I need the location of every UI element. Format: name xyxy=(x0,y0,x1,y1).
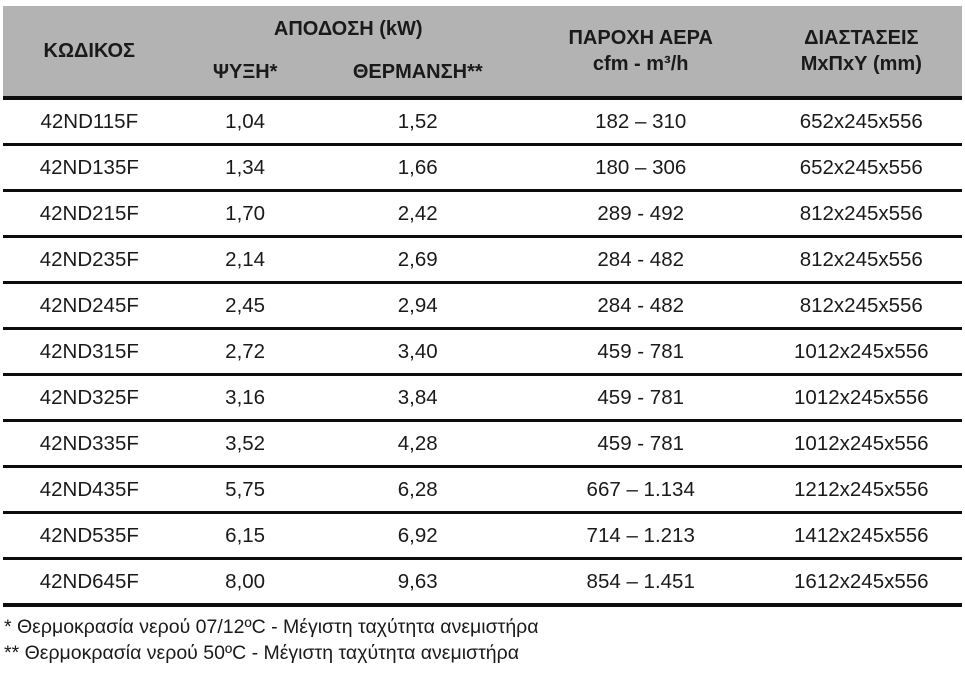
cell-heating: 2,42 xyxy=(314,190,521,238)
table-row: 42ND245F 2,45 2,94 284 - 482 812x245x556 xyxy=(3,282,962,330)
header-dimensions: ΔΙΑΣΤΑΣΕΙΣ ΜxΠxΥ (mm) xyxy=(760,6,962,98)
cell-code: 42ND435F xyxy=(3,466,176,514)
cell-heating: 2,94 xyxy=(314,282,521,330)
cell-airflow: 714 – 1.213 xyxy=(520,512,761,560)
footnotes: * Θερμοκρασία νερού 07/12ºC - Μέγιστη τα… xyxy=(3,614,962,667)
cell-airflow: 459 - 781 xyxy=(520,328,761,376)
cell-cooling: 3,16 xyxy=(175,374,315,422)
cell-cooling: 6,15 xyxy=(175,512,315,560)
header-airflow-line1: ΠΑΡΟΧΗ ΑΕΡΑ xyxy=(568,27,713,49)
header-cooling: ΨΥΞΗ* xyxy=(175,52,315,98)
cell-cooling: 1,34 xyxy=(175,144,315,192)
cell-airflow: 667 – 1.134 xyxy=(520,466,761,514)
cell-heating: 9,63 xyxy=(314,558,521,607)
header-airflow-line2: cfm - m³/h xyxy=(592,53,689,75)
cell-airflow: 289 - 492 xyxy=(520,190,761,238)
cell-airflow: 284 - 482 xyxy=(520,236,761,284)
cell-dimensions: 652x245x556 xyxy=(760,98,962,146)
cell-code: 42ND315F xyxy=(3,328,176,376)
table-row: 42ND645F 8,00 9,63 854 – 1.451 1612x245x… xyxy=(3,558,962,607)
table-row: 42ND435F 5,75 6,28 667 – 1.134 1212x245x… xyxy=(3,466,962,514)
cell-heating: 1,66 xyxy=(314,144,521,192)
table-row: 42ND335F 3,52 4,28 459 - 781 1012x245x55… xyxy=(3,420,962,468)
table-row: 42ND235F 2,14 2,69 284 - 482 812x245x556 xyxy=(3,236,962,284)
cell-airflow: 180 – 306 xyxy=(520,144,761,192)
cell-code: 42ND535F xyxy=(3,512,176,560)
cell-airflow: 284 - 482 xyxy=(520,282,761,330)
cell-airflow: 459 - 781 xyxy=(520,374,761,422)
cell-dimensions: 812x245x556 xyxy=(760,236,962,284)
table-row: 42ND325F 3,16 3,84 459 - 781 1012x245x55… xyxy=(3,374,962,422)
table-row: 42ND215F 1,70 2,42 289 - 492 812x245x556 xyxy=(3,190,962,238)
cell-airflow: 182 – 310 xyxy=(520,98,761,146)
cell-code: 42ND215F xyxy=(3,190,176,238)
cell-code: 42ND245F xyxy=(3,282,176,330)
table-row: 42ND135F 1,34 1,66 180 – 306 652x245x556 xyxy=(3,144,962,192)
cell-dimensions: 1012x245x556 xyxy=(760,420,962,468)
header-dimensions-line2: ΜxΠxΥ (mm) xyxy=(800,53,922,75)
cell-cooling: 2,72 xyxy=(175,328,315,376)
cell-dimensions: 1412x245x556 xyxy=(760,512,962,560)
cell-dimensions: 652x245x556 xyxy=(760,144,962,192)
header-code: ΚΩΔΙΚΟΣ xyxy=(3,6,176,98)
cell-cooling: 1,70 xyxy=(175,190,315,238)
cell-dimensions: 812x245x556 xyxy=(760,190,962,238)
cell-heating: 6,28 xyxy=(314,466,521,514)
cell-dimensions: 1212x245x556 xyxy=(760,466,962,514)
cell-heating: 3,84 xyxy=(314,374,521,422)
cell-code: 42ND115F xyxy=(3,98,176,146)
cell-dimensions: 1012x245x556 xyxy=(760,374,962,422)
table-header: ΚΩΔΙΚΟΣ ΑΠΟΔΟΣΗ (kW) ΠΑΡΟΧΗ ΑΕΡΑ cfm - m… xyxy=(3,6,962,98)
header-airflow: ΠΑΡΟΧΗ ΑΕΡΑ cfm - m³/h xyxy=(520,6,761,98)
cell-cooling: 8,00 xyxy=(175,558,315,607)
table-row: 42ND115F 1,04 1,52 182 – 310 652x245x556 xyxy=(3,98,962,146)
header-heating: ΘΕΡΜΑΝΣΗ** xyxy=(314,52,521,98)
cell-heating: 6,92 xyxy=(314,512,521,560)
cell-airflow: 854 – 1.451 xyxy=(520,558,761,607)
header-dimensions-line1: ΔΙΑΣΤΑΣΕΙΣ xyxy=(804,27,919,49)
cell-heating: 4,28 xyxy=(314,420,521,468)
cell-heating: 2,69 xyxy=(314,236,521,284)
cell-cooling: 1,04 xyxy=(175,98,315,146)
cell-code: 42ND335F xyxy=(3,420,176,468)
header-capacity-group: ΑΠΟΔΟΣΗ (kW) xyxy=(175,6,521,52)
cell-code: 42ND325F xyxy=(3,374,176,422)
cell-heating: 3,40 xyxy=(314,328,521,376)
cell-code: 42ND235F xyxy=(3,236,176,284)
cell-airflow: 459 - 781 xyxy=(520,420,761,468)
footnote-cooling-conditions: * Θερμοκρασία νερού 07/12ºC - Μέγιστη τα… xyxy=(4,616,539,638)
cell-heating: 1,52 xyxy=(314,98,521,146)
cell-cooling: 3,52 xyxy=(175,420,315,468)
table-body: 42ND115F 1,04 1,52 182 – 310 652x245x556… xyxy=(3,98,962,607)
cell-cooling: 5,75 xyxy=(175,466,315,514)
cell-cooling: 2,45 xyxy=(175,282,315,330)
table-row: 42ND315F 2,72 3,40 459 - 781 1012x245x55… xyxy=(3,328,962,376)
footnote-heating-conditions: ** Θερμοκρασία νερού 50ºC - Μέγιστη ταχύ… xyxy=(4,642,520,665)
cell-dimensions: 1612x245x556 xyxy=(760,558,962,607)
table-row: 42ND535F 6,15 6,92 714 – 1.213 1412x245x… xyxy=(3,512,962,560)
spec-table: ΚΩΔΙΚΟΣ ΑΠΟΔΟΣΗ (kW) ΠΑΡΟΧΗ ΑΕΡΑ cfm - m… xyxy=(3,6,962,607)
cell-code: 42ND645F xyxy=(3,558,176,607)
cell-dimensions: 812x245x556 xyxy=(760,282,962,330)
cell-dimensions: 1012x245x556 xyxy=(760,328,962,376)
cell-cooling: 2,14 xyxy=(175,236,315,284)
cell-code: 42ND135F xyxy=(3,144,176,192)
